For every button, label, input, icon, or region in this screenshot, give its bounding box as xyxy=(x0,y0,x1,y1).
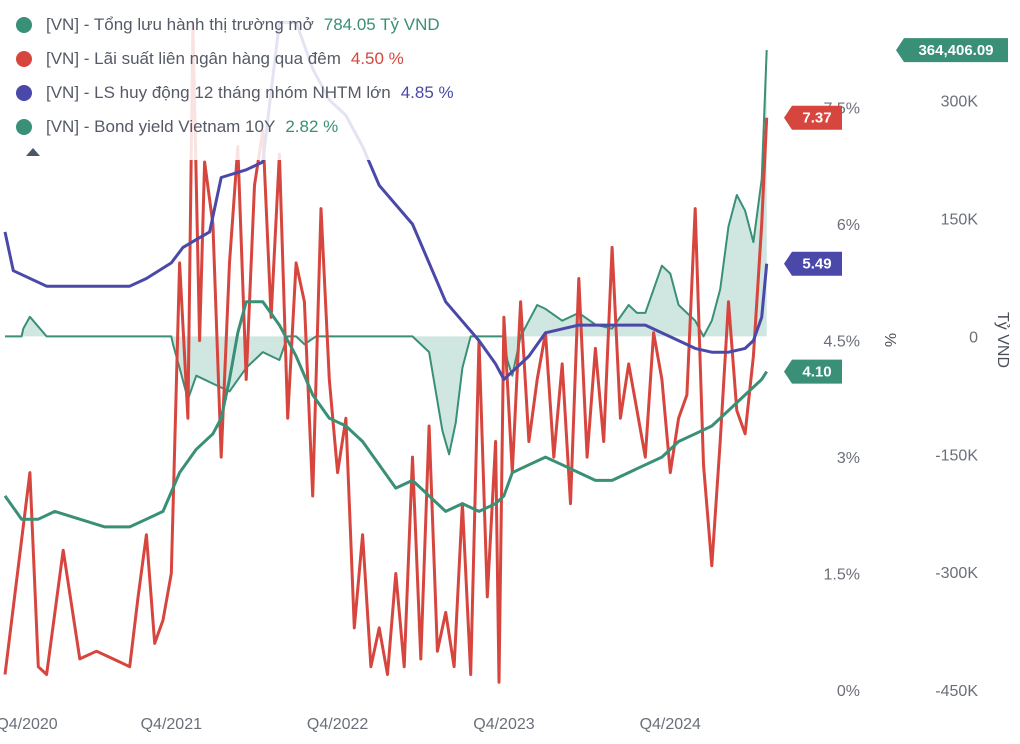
legend-label: [VN] - LS huy động 12 tháng nhóm NHTM lớ… xyxy=(46,83,391,102)
x-tick-label: Q4/2020 xyxy=(0,716,58,733)
last-value-badge-text: 7.37 xyxy=(802,110,831,127)
y-right-tick-label: 150K xyxy=(941,212,979,229)
y-left-tick-label: 3% xyxy=(837,450,860,467)
y-left-axis-title: % xyxy=(881,333,898,347)
x-tick-label: Q4/2022 xyxy=(307,716,368,733)
last-value-badge-text: 364,406.09 xyxy=(918,42,993,59)
legend-dot-icon xyxy=(16,119,32,135)
legend: [VN] - Tổng lưu hành thị trường mở 784.0… xyxy=(10,6,460,160)
legend-dot-icon xyxy=(16,51,32,67)
legend-dot-icon xyxy=(16,17,32,33)
x-tick-label: Q4/2021 xyxy=(141,716,202,733)
last-value-badge-text: 4.10 xyxy=(802,364,831,381)
x-tick-label: Q4/2023 xyxy=(473,716,534,733)
y-right-tick-label: 0 xyxy=(969,329,978,346)
series-1-line xyxy=(3,20,769,684)
last-value-badge xyxy=(784,105,842,130)
legend-item-deposit-rate[interactable]: [VN] - LS huy động 12 tháng nhóm NHTM lớ… xyxy=(16,76,454,110)
y-right-tick-label: -300K xyxy=(935,565,978,582)
y-right-axis-title: Tỷ VND xyxy=(994,312,1011,368)
series-3-line xyxy=(3,300,768,529)
legend-value: 2.82 % xyxy=(285,117,339,136)
last-value-badge xyxy=(784,251,842,276)
legend-label: [VN] - Lãi suất liên ngân hàng qua đêm xyxy=(46,49,341,68)
y-left-tick-label: 6% xyxy=(837,217,860,234)
legend-value: 4.50 % xyxy=(350,49,404,68)
y-left-tick-label: 4.5% xyxy=(824,334,860,351)
series-0-area xyxy=(5,50,767,455)
legend-value: 784.05 Tỷ VND xyxy=(323,15,440,34)
legend-item-interbank-rate[interactable]: [VN] - Lãi suất liên ngân hàng qua đêm 4… xyxy=(16,42,454,76)
y-left-tick-label: 0% xyxy=(837,683,860,700)
y-left-tick-label: 1.5% xyxy=(824,567,860,584)
caret-up-icon[interactable] xyxy=(26,148,40,156)
series-2-line xyxy=(3,20,769,381)
last-value-badge-text: 5.49 xyxy=(802,256,831,273)
last-value-badge xyxy=(784,359,842,384)
legend-label: [VN] - Tổng lưu hành thị trường mở xyxy=(46,15,314,34)
y-right-tick-label: -150K xyxy=(935,447,978,464)
legend-item-bond-yield[interactable]: [VN] - Bond yield Vietnam 10Y 2.82 % xyxy=(16,110,454,144)
y-right-tick-label: 300K xyxy=(941,94,979,111)
legend-dot-icon xyxy=(16,85,32,101)
series-0-line xyxy=(5,50,768,456)
legend-value: 4.85 % xyxy=(400,83,454,102)
y-right-tick-label: -450K xyxy=(935,683,978,700)
legend-label: [VN] - Bond yield Vietnam 10Y xyxy=(46,117,276,136)
legend-item-open-market[interactable]: [VN] - Tổng lưu hành thị trường mở 784.0… xyxy=(16,8,454,42)
last-value-badge xyxy=(896,38,1008,63)
x-tick-label: Q4/2024 xyxy=(640,716,701,733)
